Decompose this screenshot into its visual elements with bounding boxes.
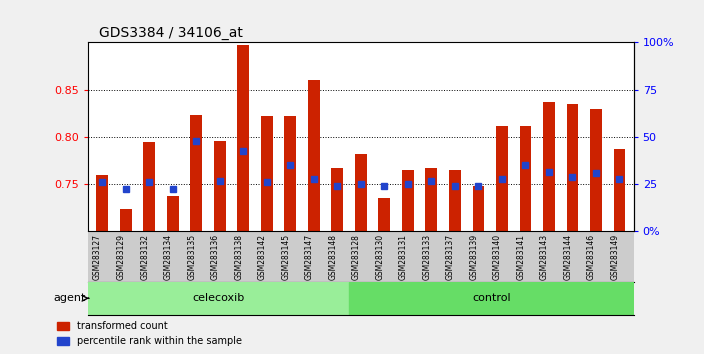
Bar xyxy=(284,116,296,231)
Text: GSM283144: GSM283144 xyxy=(563,234,572,280)
Text: GSM283136: GSM283136 xyxy=(210,234,220,280)
Bar xyxy=(261,116,272,231)
Bar xyxy=(237,45,249,231)
Text: GSM283133: GSM283133 xyxy=(422,234,432,280)
Text: GSM283138: GSM283138 xyxy=(234,234,243,280)
Text: celecoxib: celecoxib xyxy=(192,293,245,303)
Text: GSM283137: GSM283137 xyxy=(446,234,455,280)
Text: GSM283143: GSM283143 xyxy=(540,234,549,280)
Bar xyxy=(543,102,555,231)
Bar xyxy=(355,154,367,231)
Bar xyxy=(120,210,132,231)
Text: GSM283134: GSM283134 xyxy=(163,234,172,280)
Text: GSM283146: GSM283146 xyxy=(587,234,596,280)
Bar xyxy=(567,104,578,231)
Text: GSM283132: GSM283132 xyxy=(140,234,149,280)
Bar xyxy=(308,80,320,231)
Text: GSM283128: GSM283128 xyxy=(352,234,360,280)
Bar xyxy=(144,142,155,231)
Bar xyxy=(520,126,532,231)
Text: GSM283140: GSM283140 xyxy=(493,234,502,280)
Text: GSM283135: GSM283135 xyxy=(187,234,196,280)
Bar xyxy=(449,170,460,231)
Text: GSM283141: GSM283141 xyxy=(517,234,525,280)
Text: GSM283130: GSM283130 xyxy=(375,234,384,280)
Text: GSM283127: GSM283127 xyxy=(93,234,102,280)
Bar xyxy=(590,109,602,231)
Text: GSM283149: GSM283149 xyxy=(610,234,620,280)
Bar xyxy=(349,281,634,315)
Text: agent: agent xyxy=(54,293,86,303)
Bar xyxy=(332,168,343,231)
Bar xyxy=(88,281,349,315)
Bar xyxy=(96,175,108,231)
Bar xyxy=(190,115,202,231)
Legend: transformed count, percentile rank within the sample: transformed count, percentile rank withi… xyxy=(54,319,244,349)
Text: GSM283131: GSM283131 xyxy=(399,234,408,280)
Text: GSM283139: GSM283139 xyxy=(470,234,479,280)
Bar xyxy=(496,126,508,231)
Text: GDS3384 / 34106_at: GDS3384 / 34106_at xyxy=(99,26,243,40)
Bar xyxy=(167,196,179,231)
Bar xyxy=(425,168,437,231)
Bar xyxy=(402,170,414,231)
Text: GSM283147: GSM283147 xyxy=(305,234,314,280)
Text: GSM283148: GSM283148 xyxy=(328,234,337,280)
Bar xyxy=(379,198,390,231)
Bar xyxy=(472,186,484,231)
Bar xyxy=(614,149,625,231)
Text: GSM283145: GSM283145 xyxy=(282,234,290,280)
Text: control: control xyxy=(472,293,510,303)
Bar xyxy=(214,141,225,231)
Text: GSM283142: GSM283142 xyxy=(258,234,267,280)
Text: GSM283129: GSM283129 xyxy=(117,234,125,280)
